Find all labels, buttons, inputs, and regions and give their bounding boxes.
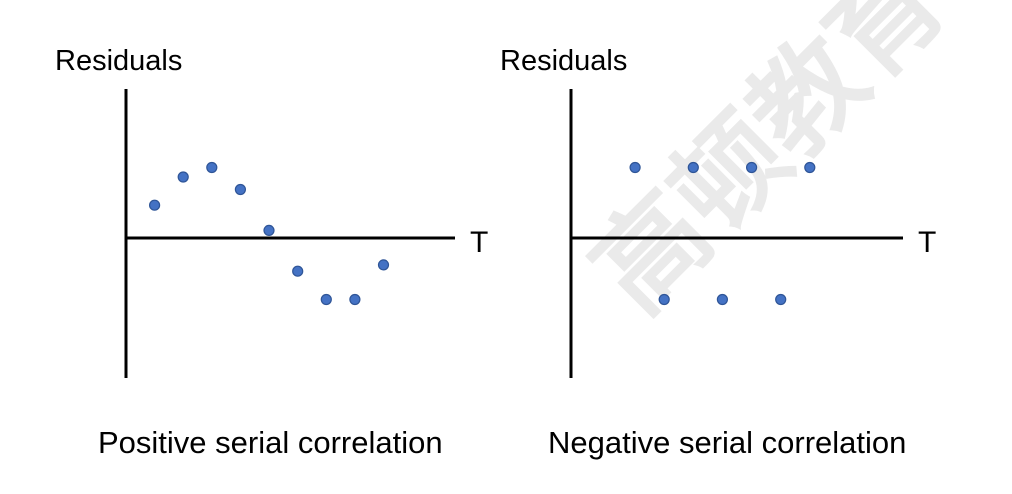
data-points — [629, 161, 816, 306]
data-point — [292, 265, 304, 277]
data-point — [716, 293, 729, 306]
data-point — [349, 293, 361, 306]
data-point — [177, 171, 189, 183]
chart-positive-serial-correlation: Residuals T Positive serial correlation — [55, 45, 488, 460]
x-axis-label: T — [918, 226, 936, 259]
data-point — [804, 161, 816, 174]
chart-negative-serial-correlation: Residuals T Negative serial correlation — [500, 45, 936, 460]
x-axis-label: T — [470, 226, 488, 259]
data-point — [775, 293, 787, 306]
data-point — [745, 161, 758, 174]
chart-caption: Negative serial correlation — [548, 425, 906, 460]
chart-caption: Positive serial correlation — [98, 425, 443, 460]
data-point — [263, 224, 275, 236]
data-points — [149, 161, 390, 306]
data-point — [658, 293, 670, 306]
data-point — [206, 161, 218, 174]
y-axis-label: Residuals — [55, 45, 182, 77]
data-point — [320, 293, 332, 306]
data-point — [687, 161, 699, 174]
y-axis-label: Residuals — [500, 45, 627, 77]
watermark-text: 高顿教育 — [568, 0, 970, 336]
data-point — [234, 183, 246, 196]
data-point — [377, 259, 390, 271]
data-point — [629, 161, 641, 174]
data-point — [149, 199, 161, 211]
